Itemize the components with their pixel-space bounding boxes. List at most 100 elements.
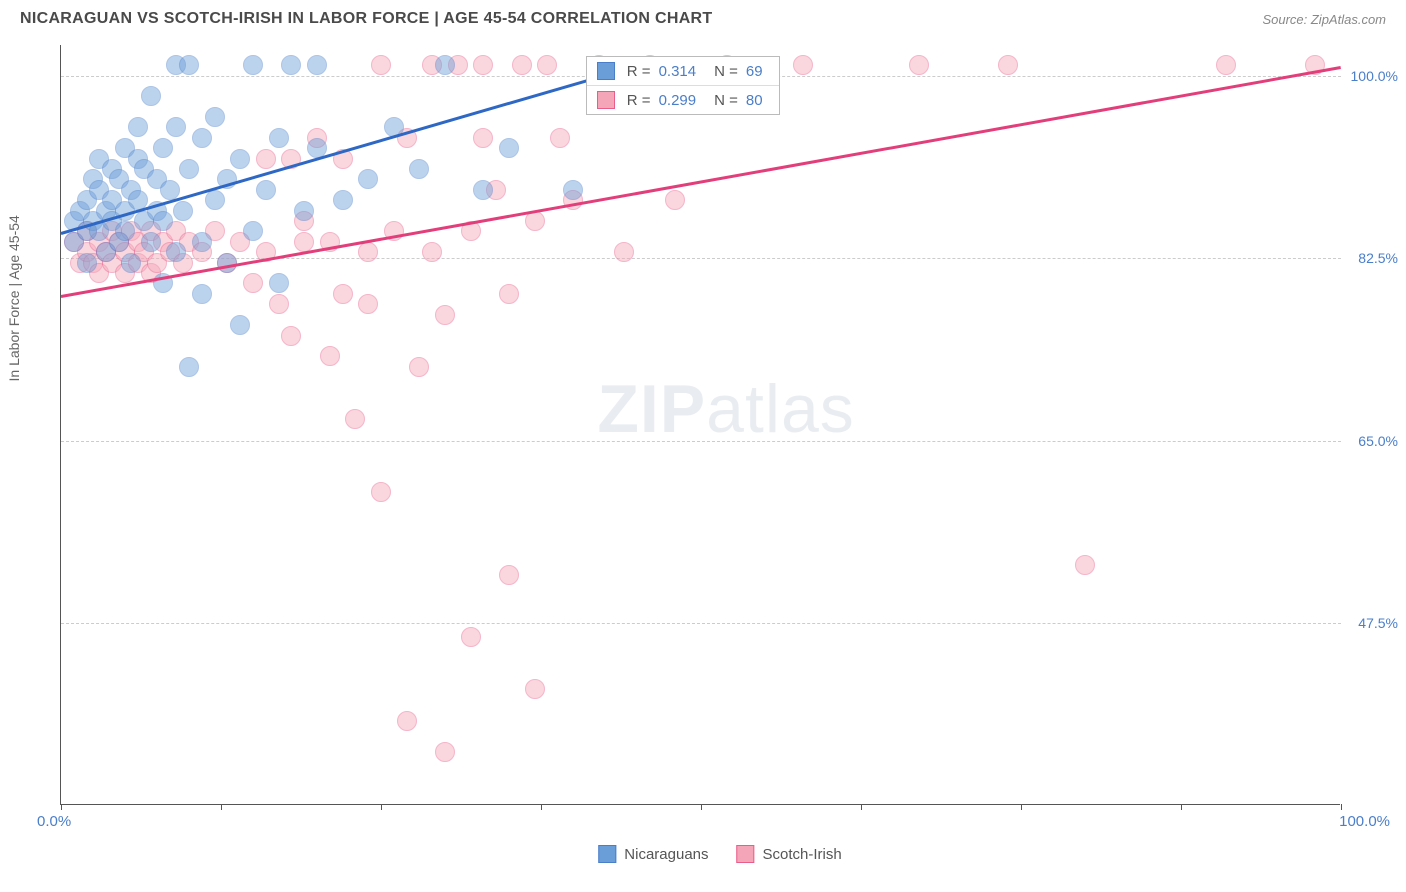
data-point (243, 221, 263, 241)
x-tick (1021, 804, 1022, 810)
data-point (77, 253, 97, 273)
data-point (525, 679, 545, 699)
data-point (1075, 555, 1095, 575)
data-point (281, 326, 301, 346)
data-point (173, 201, 193, 221)
x-tick (221, 804, 222, 810)
y-tick-label: 82.5% (1346, 250, 1398, 266)
y-axis-title: In Labor Force | Age 45-54 (6, 215, 22, 381)
stat-n-label: N = (714, 92, 738, 109)
x-tick (61, 804, 62, 810)
source-attribution: Source: ZipAtlas.com (1262, 12, 1386, 27)
data-point (294, 232, 314, 252)
data-point (371, 55, 391, 75)
stats-row: R = 0.314 N = 69 (587, 57, 779, 86)
data-point (166, 117, 186, 137)
stat-n-label: N = (714, 63, 738, 80)
legend-item-scotch-irish: Scotch-Irish (737, 845, 842, 863)
stat-n-value: 69 (746, 63, 763, 80)
data-point (397, 711, 417, 731)
data-point (461, 627, 481, 647)
data-point (371, 482, 391, 502)
data-point (281, 55, 301, 75)
data-point (333, 190, 353, 210)
data-point (909, 55, 929, 75)
data-point (358, 242, 378, 262)
data-point (128, 117, 148, 137)
x-tick (1181, 804, 1182, 810)
data-point (358, 294, 378, 314)
data-point (121, 253, 141, 273)
data-point (294, 201, 314, 221)
data-point (550, 128, 570, 148)
x-tick (701, 804, 702, 810)
chart-title: NICARAGUAN VS SCOTCH-IRISH IN LABOR FORC… (20, 10, 712, 28)
grid-line (61, 258, 1341, 259)
data-point (141, 232, 161, 252)
data-point (473, 55, 493, 75)
data-point (320, 346, 340, 366)
data-point (179, 55, 199, 75)
x-tick (861, 804, 862, 810)
stat-r-label: R = (627, 92, 651, 109)
chart-header: NICARAGUAN VS SCOTCH-IRISH IN LABOR FORC… (0, 0, 1406, 36)
data-point (665, 190, 685, 210)
stats-swatch (597, 62, 615, 80)
data-point (230, 315, 250, 335)
x-tick (541, 804, 542, 810)
data-point (269, 273, 289, 293)
y-tick-label: 100.0% (1346, 68, 1398, 84)
data-point (473, 128, 493, 148)
data-point (409, 357, 429, 377)
legend-label: Nicaraguans (624, 846, 708, 863)
data-point (563, 180, 583, 200)
watermark: ZIPatlas (597, 370, 854, 448)
data-point (243, 273, 263, 293)
data-point (256, 149, 276, 169)
data-point (307, 55, 327, 75)
data-point (333, 284, 353, 304)
y-tick-label: 65.0% (1346, 433, 1398, 449)
stats-swatch (597, 91, 615, 109)
data-point (1216, 55, 1236, 75)
legend: Nicaraguans Scotch-Irish (598, 845, 841, 863)
legend-swatch (737, 845, 755, 863)
data-point (256, 180, 276, 200)
x-label-min: 0.0% (37, 813, 71, 830)
data-point (192, 284, 212, 304)
y-tick-label: 47.5% (1346, 615, 1398, 631)
data-point (166, 242, 186, 262)
data-point (998, 55, 1018, 75)
data-point (217, 253, 237, 273)
legend-item-nicaraguans: Nicaraguans (598, 845, 708, 863)
data-point (192, 232, 212, 252)
data-point (205, 190, 225, 210)
stats-row: R =0.299N =80 (587, 86, 779, 114)
stat-r-value: 0.314 (659, 63, 697, 80)
data-point (435, 742, 455, 762)
data-point (115, 221, 135, 241)
data-point (179, 159, 199, 179)
data-point (141, 86, 161, 106)
x-label-max: 100.0% (1339, 813, 1390, 830)
data-point (422, 242, 442, 262)
data-point (512, 55, 532, 75)
grid-line (61, 441, 1341, 442)
data-point (205, 107, 225, 127)
data-point (179, 357, 199, 377)
stat-n-value: 80 (746, 92, 763, 109)
data-point (614, 242, 634, 262)
data-point (435, 305, 455, 325)
data-point (537, 55, 557, 75)
data-point (269, 128, 289, 148)
data-point (499, 565, 519, 585)
stat-r-label: R = (627, 63, 651, 80)
data-point (192, 128, 212, 148)
data-point (409, 159, 429, 179)
chart-container: In Labor Force | Age 45-54 ZIPatlas 47.5… (60, 45, 1380, 835)
data-point (153, 211, 173, 231)
grid-line (61, 623, 1341, 624)
data-point (153, 138, 173, 158)
data-point (499, 284, 519, 304)
data-point (345, 409, 365, 429)
